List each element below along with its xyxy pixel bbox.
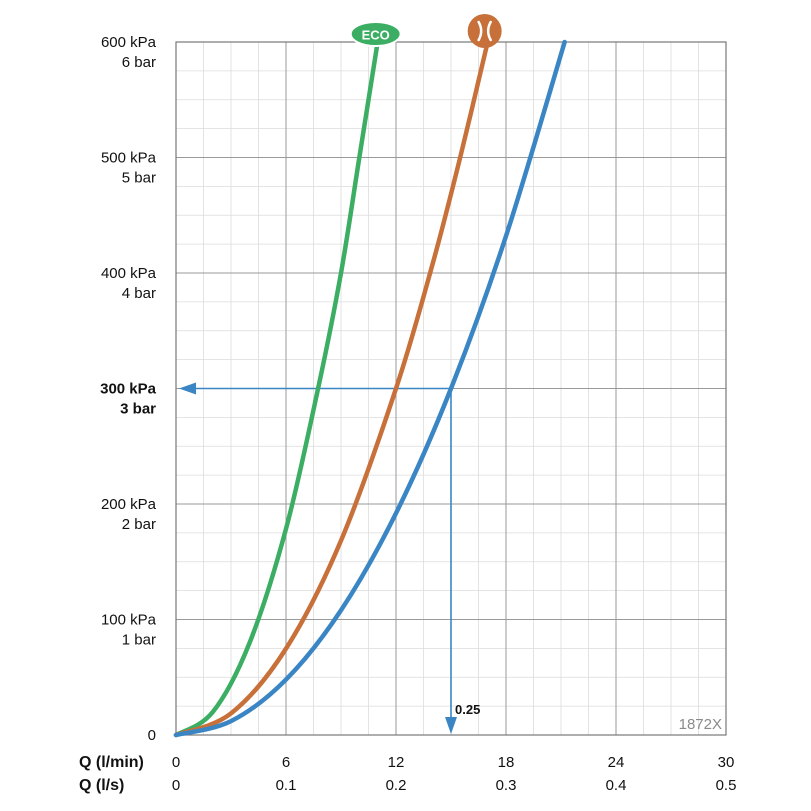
y-axis-labels: 0 100 kPa 1 bar 200 kPa 2 bar 300 kPa 3 bar 400… bbox=[100, 34, 157, 744]
eco-badge bbox=[349, 21, 402, 47]
reference-arrows bbox=[179, 382, 457, 734]
product-code: 1872X bbox=[679, 716, 722, 733]
x-tick-label-ls: 0.2 bbox=[386, 777, 407, 794]
reference-arrowhead-left bbox=[179, 382, 196, 395]
reference-value-label: 0.25 bbox=[455, 702, 480, 717]
x-tick-label-lpm: 6 bbox=[282, 754, 290, 771]
y-tick-label-kpa: 400 kPa bbox=[101, 265, 157, 282]
eco-badge-label: ECO bbox=[362, 28, 390, 43]
y-tick-label-bar: 1 bar bbox=[122, 632, 156, 649]
series-line-2 bbox=[173, 39, 490, 738]
x-tick-label-ls: 0.4 bbox=[606, 777, 627, 794]
series-line-1 bbox=[173, 39, 380, 738]
y-tick-label-kpa: 0 bbox=[148, 727, 156, 744]
x-axis-title-ls: Q (l/s) bbox=[79, 777, 124, 794]
plot-frame bbox=[175, 41, 727, 736]
x-tick-label-ls: 0.1 bbox=[276, 777, 297, 794]
x-tick-label-ls: 0.3 bbox=[496, 777, 517, 794]
flow-symbol-icon bbox=[467, 14, 502, 48]
y-tick-label-bar: 5 bar bbox=[122, 170, 156, 187]
y-tick-label-kpa: 300 kPa bbox=[100, 381, 157, 398]
x-tick-label-lpm: 0 bbox=[172, 754, 180, 771]
y-tick-label-bar: 4 bar bbox=[122, 285, 156, 302]
x-axis-labels: 0 0 6 0.1 12 0.2 18 0.3 24 0.4 30 0.5 bbox=[172, 754, 737, 794]
y-tick-label-bar: 3 bar bbox=[120, 401, 156, 418]
x-tick-label-ls: 0 bbox=[172, 777, 180, 794]
flow-symbol-right-arc bbox=[486, 20, 492, 42]
x-axis-title-lpm: Q (l/min) bbox=[79, 754, 144, 771]
y-tick-label-kpa: 600 kPa bbox=[101, 34, 157, 51]
x-tick-label-lpm: 24 bbox=[608, 754, 625, 771]
y-tick-label-bar: 6 bar bbox=[122, 54, 156, 71]
reference-arrowhead-down bbox=[445, 717, 457, 734]
series-layer bbox=[173, 39, 567, 738]
x-tick-label-ls: 0.5 bbox=[716, 777, 737, 794]
y-tick-label-kpa: 200 kPa bbox=[101, 496, 157, 513]
x-tick-label-lpm: 12 bbox=[388, 754, 405, 771]
x-tick-label-lpm: 30 bbox=[718, 754, 735, 771]
flow-symbol-left-arc bbox=[477, 20, 483, 42]
y-tick-label-bar: 2 bar bbox=[122, 516, 156, 533]
series-markers: ECO bbox=[349, 14, 502, 48]
y-tick-label-kpa: 500 kPa bbox=[101, 150, 157, 167]
series-line-3 bbox=[173, 39, 567, 738]
x-tick-label-lpm: 18 bbox=[498, 754, 515, 771]
y-tick-label-kpa: 100 kPa bbox=[101, 612, 157, 629]
